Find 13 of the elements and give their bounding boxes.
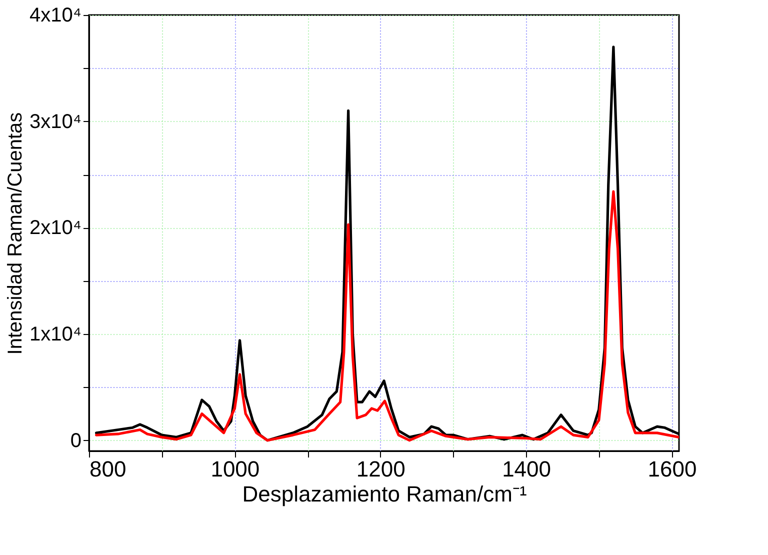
y-tick-label: 1x10⁴ — [30, 324, 82, 346]
x-tick-label: 1600 — [648, 456, 697, 482]
y-tick-label: 0 — [70, 430, 82, 452]
x-axis-title: Desplazamiento Raman/cm⁻¹ — [242, 482, 527, 506]
line-series — [94, 190, 679, 442]
x-tick-label: 1000 — [210, 456, 260, 482]
y-tick-label: 2x10⁴ — [30, 217, 82, 240]
x-tick-label: 800 — [90, 456, 126, 482]
y-tick-label: 3x10⁴ — [30, 110, 82, 133]
x-tick-label: 1400 — [502, 456, 552, 482]
x-tick-label: 1200 — [356, 456, 406, 482]
y-axis-title: Intensidad Raman/Cuentas — [4, 112, 27, 355]
y-tick-label: 4x10⁴ — [30, 4, 82, 26]
